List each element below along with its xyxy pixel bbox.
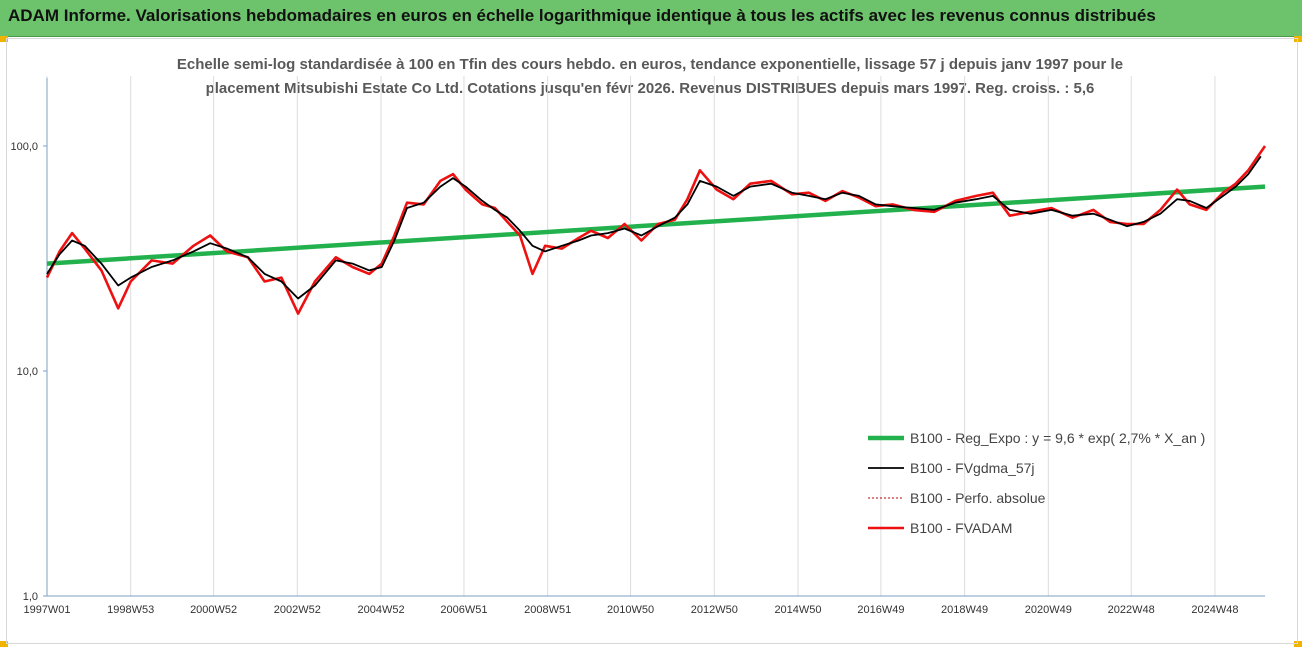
- axes: 1997W01 1998W53 2000W52 2002W52 2004W52 2006W…: [10, 78, 1265, 616]
- series-line-3: [45, 145, 1267, 315]
- x-tick-label: 1997W01: [23, 604, 70, 616]
- x-tick-label: 2018W49: [941, 604, 988, 616]
- x-tick-label: 1998W53: [107, 604, 154, 616]
- y-tick-label: 100,0: [10, 141, 38, 153]
- corner-mark: [1294, 641, 1302, 647]
- x-tick-label: 2010W50: [607, 604, 654, 616]
- x-tick-label: 2022W48: [1108, 604, 1155, 616]
- y-tick-label: 1,0: [23, 591, 38, 603]
- header-banner: ADAM Informe. Valorisations hebdomadaire…: [0, 0, 1302, 37]
- x-tick-label: 2000W52: [190, 604, 237, 616]
- legend-label: B100 - FVgdma_57j: [910, 460, 1035, 476]
- legend-label: B100 - Perfo. absolue: [910, 490, 1046, 506]
- chart-frame: [6, 38, 1298, 644]
- x-tick-label: 2002W52: [274, 604, 321, 616]
- legend: B100 - Reg_Expo : y = 9,6 * exp( 2,7% * …: [868, 430, 1205, 536]
- x-tick-label: 2024W48: [1191, 604, 1238, 616]
- legend-label: B100 - Reg_Expo : y = 9,6 * exp( 2,7% * …: [910, 430, 1205, 446]
- x-tick-label: 2014W50: [774, 604, 821, 616]
- x-tick-label: 2016W49: [857, 604, 904, 616]
- chart-title-line2: placement Mitsubishi Estate Co Ltd. Cota…: [205, 80, 1095, 97]
- series-line-1: [46, 155, 1262, 300]
- series-group: [45, 145, 1267, 315]
- corner-mark: [0, 36, 8, 42]
- chart-title-line1: Echelle semi-log standardisée à 100 en T…: [176, 56, 1124, 73]
- corner-mark: [0, 641, 8, 647]
- grid-lines: [46, 76, 1216, 596]
- x-tick-label: 2008W51: [524, 604, 571, 616]
- x-tick-label: 2012W50: [691, 604, 738, 616]
- y-tick-label: 10,0: [17, 366, 38, 378]
- x-tick-label: 2020W49: [1025, 604, 1072, 616]
- x-tick-label: 2006W51: [440, 604, 487, 616]
- corner-mark: [1294, 36, 1302, 42]
- x-tick-label: 2004W52: [357, 604, 404, 616]
- legend-label: B100 - FVADAM: [910, 520, 1012, 536]
- page-title: ADAM Informe. Valorisations hebdomadaire…: [8, 6, 1156, 25]
